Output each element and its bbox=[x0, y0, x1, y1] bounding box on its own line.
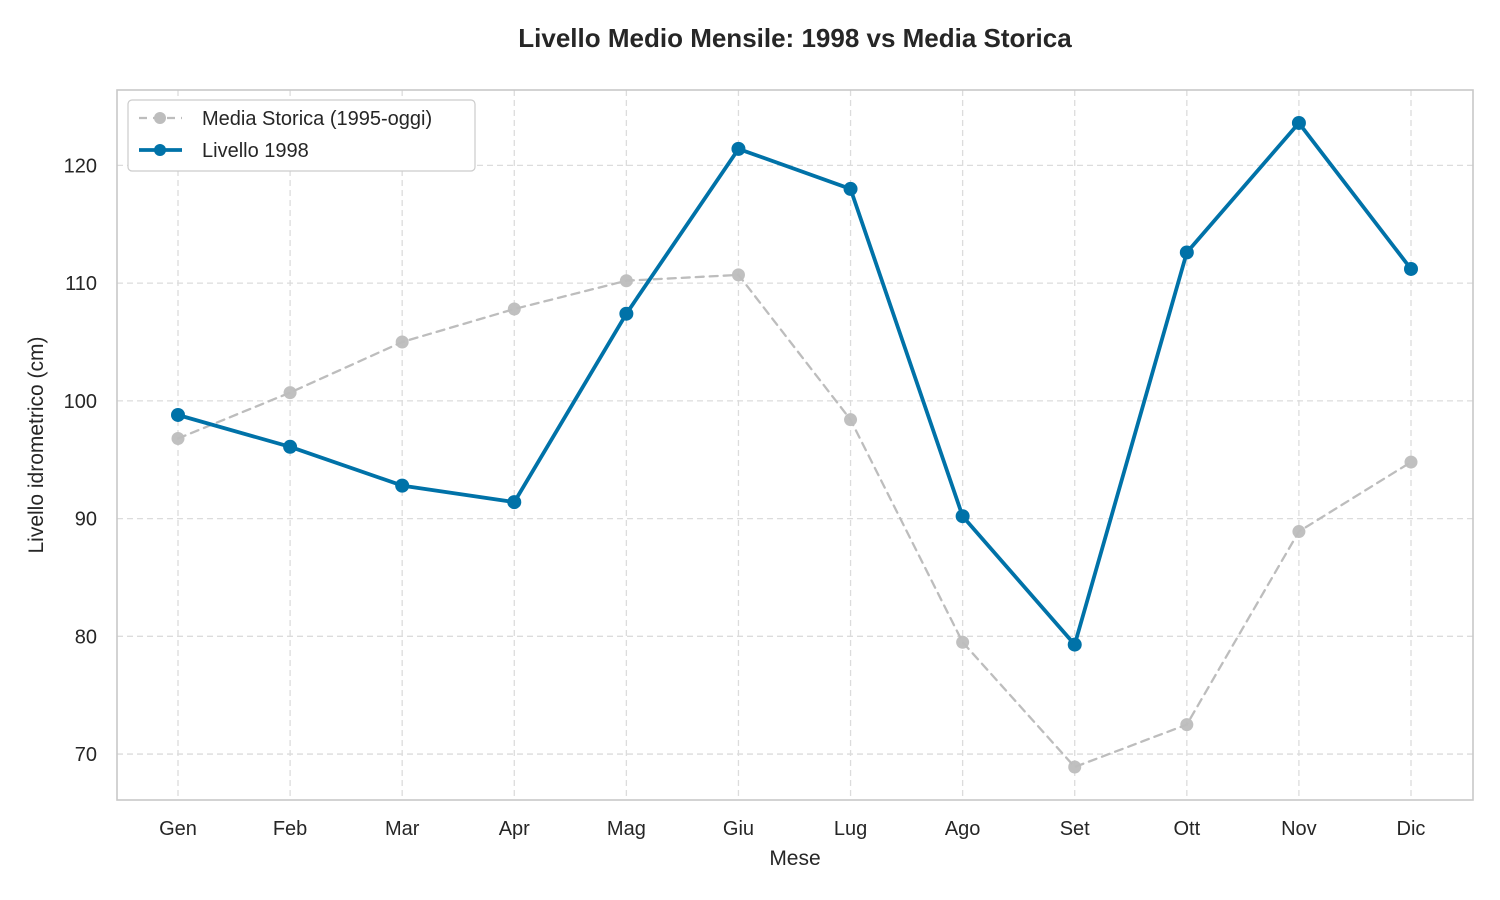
point-livello-1998-ago bbox=[955, 509, 970, 524]
x-tick-label-mag: Mag bbox=[607, 818, 646, 840]
legend-marker-livello-1998 bbox=[154, 144, 166, 156]
point-livello-1998-set bbox=[1067, 637, 1082, 652]
legend-frame bbox=[127, 99, 476, 172]
x-tick-label-giu: Giu bbox=[723, 818, 754, 840]
point-livello-1998-ott bbox=[1179, 245, 1194, 260]
point-media-storica-set bbox=[1068, 760, 1082, 774]
series bbox=[171, 115, 1418, 774]
series-line-media-storica bbox=[176, 273, 1413, 769]
y-tick-label-100: 100 bbox=[64, 391, 97, 413]
point-media-storica-mag bbox=[619, 274, 633, 288]
point-livello-1998-mag bbox=[619, 306, 634, 321]
point-livello-1998-apr bbox=[507, 495, 522, 510]
y-tick-label-70: 70 bbox=[75, 744, 97, 766]
chart-title: Livello Medio Mensile: 1998 vs Media Sto… bbox=[518, 23, 1072, 53]
x-tick-label-lug: Lug bbox=[834, 818, 867, 840]
point-media-storica-nov bbox=[1292, 525, 1306, 539]
legend: Media Storica (1995-oggi) Livello 1998 bbox=[127, 99, 476, 172]
x-tick-label-gen: Gen bbox=[159, 818, 197, 840]
x-axis-label: Mese bbox=[769, 847, 820, 870]
x-tick-label-mar: Mar bbox=[385, 818, 420, 840]
x-tick-label-ago: Ago bbox=[945, 818, 981, 840]
y-tick-label-90: 90 bbox=[75, 509, 97, 531]
point-livello-1998-mar bbox=[395, 478, 410, 493]
x-axis-ticks: Gen Feb Mar Apr Mag Giu Lug Ago Set Ott Nov Dic bbox=[159, 818, 1425, 840]
point-livello-1998-giu bbox=[731, 141, 746, 156]
y-axis-ticks: 70 80 90 100 110 120 bbox=[64, 155, 97, 766]
legend-label-livello-1998: Livello 1998 bbox=[202, 140, 309, 162]
point-media-storica-dic bbox=[1404, 455, 1418, 469]
point-media-storica-ott bbox=[1180, 718, 1194, 732]
x-tick-label-apr: Apr bbox=[499, 818, 530, 840]
x-tick-label-feb: Feb bbox=[273, 818, 307, 840]
point-livello-1998-dic bbox=[1404, 261, 1418, 276]
x-tick-label-dic: Dic bbox=[1397, 818, 1426, 840]
x-tick-label-nov: Nov bbox=[1281, 818, 1317, 840]
y-axis-label: Livello idrometrico (cm) bbox=[25, 336, 48, 553]
plot-frame bbox=[116, 89, 1474, 801]
legend-label-media-storica: Media Storica (1995-oggi) bbox=[202, 108, 432, 130]
legend-marker-media-storica bbox=[154, 112, 166, 124]
x-tick-label-ott: Ott bbox=[1173, 818, 1200, 840]
point-media-storica-mar bbox=[395, 335, 409, 349]
y-tick-label-110: 110 bbox=[65, 273, 97, 295]
point-media-storica-feb bbox=[283, 386, 297, 400]
point-livello-1998-lug bbox=[843, 181, 858, 196]
x-tick-label-set: Set bbox=[1060, 818, 1090, 840]
y-tick-label-120: 120 bbox=[64, 155, 97, 177]
series-line-livello-1998 bbox=[176, 121, 1413, 647]
point-media-storica-ago bbox=[956, 635, 970, 649]
point-media-storica-lug bbox=[844, 413, 858, 427]
point-media-storica-gen bbox=[171, 432, 185, 446]
point-livello-1998-nov bbox=[1291, 115, 1306, 130]
y-tick-label-80: 80 bbox=[75, 626, 97, 648]
point-livello-1998-feb bbox=[283, 439, 298, 454]
point-livello-1998-gen bbox=[171, 407, 185, 422]
grid bbox=[117, 90, 1473, 800]
point-media-storica-giu bbox=[731, 268, 745, 282]
point-media-storica-apr bbox=[507, 302, 521, 316]
